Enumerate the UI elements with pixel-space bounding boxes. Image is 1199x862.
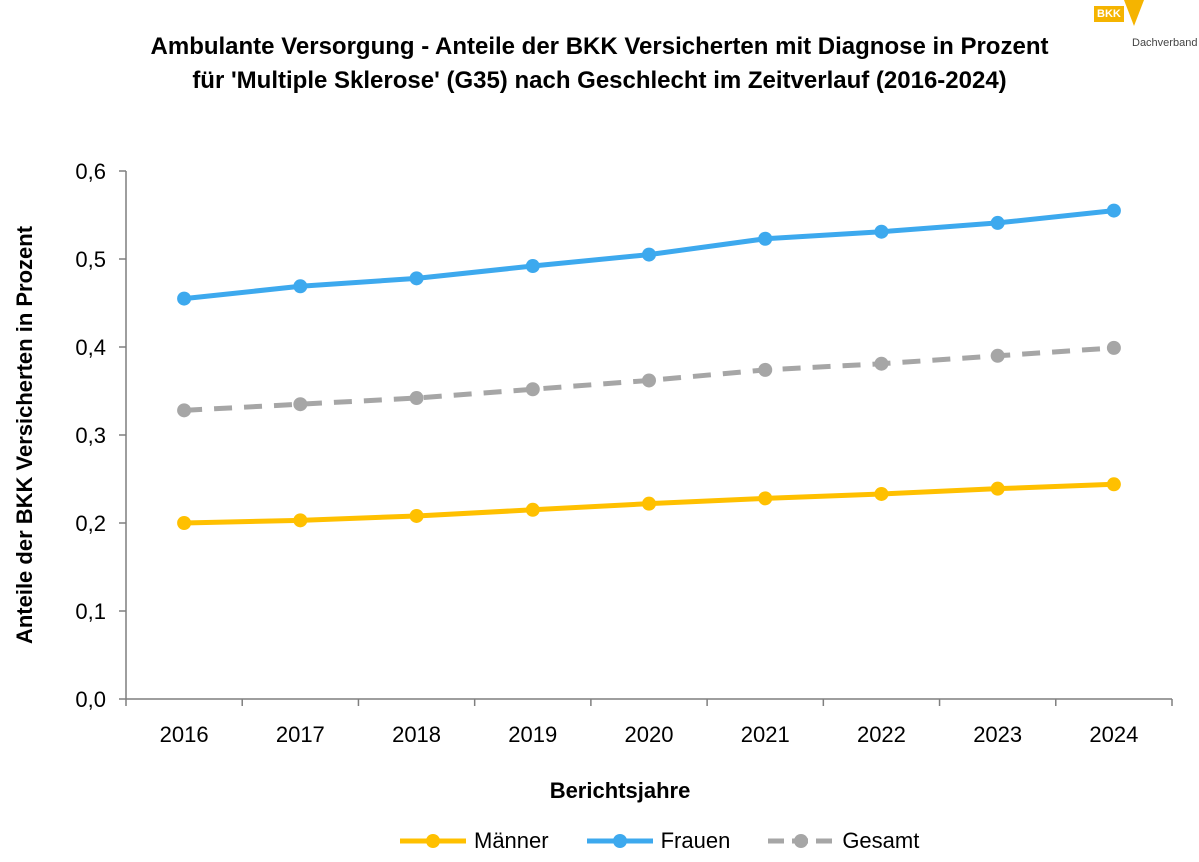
data-point-männer [642, 496, 656, 511]
data-point-frauen [990, 215, 1005, 230]
y-tick-label: 0,0 [75, 687, 106, 712]
data-point-gesamt [642, 373, 656, 388]
logo-mark: BKK [1094, 6, 1124, 22]
legend-label: Männer [474, 828, 549, 853]
y-tick-label: 0,3 [75, 423, 106, 448]
data-point-männer [990, 481, 1005, 496]
data-point-frauen [409, 271, 424, 286]
logo-text: Dachverband [1132, 37, 1198, 49]
y-tick-label: 0,4 [75, 335, 106, 360]
y-tick-label: 0,2 [75, 511, 106, 536]
data-point-männer [874, 486, 889, 501]
data-point-männer [758, 491, 773, 506]
data-point-gesamt [177, 403, 192, 418]
legend-label: Gesamt [842, 828, 920, 853]
legend-dot [794, 834, 809, 848]
bkk-logo: BKK Dachverband [1094, 0, 1199, 52]
data-point-frauen [1106, 203, 1121, 218]
y-axis-label: Anteile der BKK Versicherten in Prozent [12, 225, 37, 645]
x-tick-label: 2019 [508, 722, 557, 747]
x-tick-label: 2017 [276, 722, 325, 747]
chart-title-line-2: für 'Multiple Sklerose' (G35) nach Gesch… [192, 67, 1007, 94]
y-tick-label: 0,5 [75, 247, 106, 272]
data-point-frauen [758, 231, 773, 246]
data-point-männer [1106, 477, 1121, 492]
data-point-gesamt [293, 397, 308, 412]
legend-label: Frauen [660, 828, 731, 853]
data-point-männer [177, 516, 192, 530]
y-tick-label: 0,6 [75, 159, 106, 184]
data-point-gesamt [874, 356, 889, 371]
x-axis-label: Berichtsjahre [549, 778, 691, 803]
x-tick-label: 2021 [741, 722, 790, 747]
x-tick-label: 2024 [1089, 722, 1138, 747]
x-tick-label: 2022 [857, 722, 906, 747]
logo-v-shape [1124, 0, 1144, 26]
chart-title: Ambulante Versorgung - Anteile der BKK V… [0, 30, 1199, 98]
x-tick-label: 2018 [392, 722, 441, 747]
legend-dot [612, 834, 627, 848]
data-point-frauen [874, 224, 889, 239]
legend: Männer Frauen Gesamt [398, 826, 955, 856]
data-point-frauen [177, 291, 192, 306]
data-point-männer [525, 502, 540, 517]
legend-item-frauen: Frauen [585, 828, 731, 854]
data-point-frauen [293, 279, 308, 294]
data-point-gesamt [990, 348, 1005, 363]
legend-marker [586, 834, 653, 848]
data-point-männer [409, 508, 424, 523]
legend-item-gesamt: Gesamt [766, 828, 919, 854]
legend-marker [400, 834, 466, 848]
data-point-frauen [525, 259, 540, 274]
y-tick-label: 0,1 [75, 599, 106, 624]
data-point-männer [293, 513, 308, 528]
data-point-gesamt [1106, 340, 1121, 355]
x-tick-label: 2016 [160, 722, 209, 747]
legend-item-männer: Männer [398, 828, 549, 854]
legend-dot [426, 834, 440, 848]
data-point-gesamt [758, 362, 773, 377]
data-point-frauen [642, 247, 656, 262]
data-point-gesamt [409, 391, 424, 406]
data-point-gesamt [525, 382, 540, 397]
legend-marker [768, 834, 835, 848]
x-tick-label: 2023 [973, 722, 1022, 747]
chart-title-line-1: Ambulante Versorgung - Anteile der BKK V… [150, 33, 1049, 60]
x-tick-label: 2020 [625, 722, 674, 747]
